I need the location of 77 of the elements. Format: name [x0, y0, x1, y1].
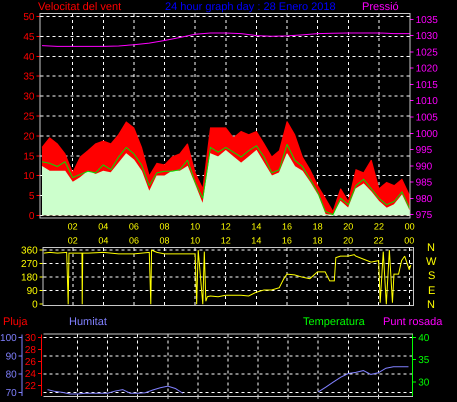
x-tick-label: 22	[374, 235, 384, 246]
x-tick-label: 04	[98, 235, 108, 246]
x-tick-label: 22	[374, 221, 384, 232]
x-tick-label: 20	[343, 235, 354, 246]
y-tick-label: 20	[23, 131, 35, 142]
text: Pluja	[3, 316, 28, 328]
y2-tick-label: 1035	[416, 14, 438, 26]
y2-tick-label: 1015	[416, 80, 438, 91]
x-tick-label: 14	[251, 235, 262, 246]
x-tick-label: 08	[160, 221, 170, 232]
text: S	[428, 270, 436, 282]
y-tick-label: 70	[6, 388, 18, 399]
x-tick-label: 12	[220, 235, 231, 246]
text: E	[428, 285, 436, 297]
x-tick-label: 02	[68, 221, 78, 232]
y2-tick-label: 980	[416, 194, 433, 205]
y2-axis-title: Pressió	[362, 1, 399, 13]
y2-tick-label: 975	[416, 210, 433, 222]
text: W	[426, 256, 437, 268]
y-tick-label: 40	[23, 52, 35, 63]
x-tick-label: 18	[312, 221, 323, 232]
y-tick-label: 5	[28, 191, 35, 202]
y-tick-label: 0	[28, 210, 35, 222]
y-tick-label: 30	[23, 92, 35, 103]
text: N	[427, 299, 435, 311]
y-tick-label: 15	[23, 151, 35, 162]
y-tick-label: 50	[23, 12, 35, 24]
y-tick-label: 180	[21, 272, 38, 284]
y-tick-label: 10	[23, 171, 35, 182]
x-tick-label: 00	[404, 221, 415, 232]
x-tick-label: 06	[128, 221, 139, 232]
x-tick-label: 10	[190, 221, 200, 232]
y3-tick-label: 40	[418, 332, 430, 344]
y-tick-label: 35	[23, 72, 35, 83]
y-tick-label: 90	[6, 351, 18, 362]
x-tick-label: 12	[220, 221, 231, 232]
y-tick-label: 0	[32, 300, 38, 311]
line-series	[44, 250, 412, 305]
y2-tick-label: 1005	[416, 112, 438, 124]
x-tick-label: 18	[312, 235, 322, 246]
y2-tick-label: 1025	[416, 47, 438, 58]
y-tick-label: 90	[26, 286, 38, 298]
x-tick-label: 10	[190, 235, 200, 246]
x-tick-label: 16	[282, 221, 292, 232]
y-tick-label: 360	[21, 246, 38, 257]
y3-tick-label: 30	[418, 377, 430, 388]
y3-tick-label: 35	[418, 355, 430, 366]
y-tick-label: 270	[21, 259, 38, 270]
text: N	[427, 242, 435, 254]
y-axis-title: Velocitat del vent	[38, 1, 122, 13]
text: Punt rosada	[383, 316, 444, 328]
x-tick-label: 02	[68, 235, 78, 246]
y-tick-label: 80	[6, 370, 18, 381]
y2-tick-label: 26	[24, 356, 36, 368]
y2-tick-label: 990	[416, 161, 433, 172]
y2-tick-label: 22	[24, 380, 36, 392]
x-tick-label: 04	[98, 221, 108, 232]
y-tick-label: 25	[23, 111, 35, 122]
y-tick-label: 100	[0, 332, 18, 344]
y2-tick-label: 24	[24, 368, 36, 380]
y2-tick-label: 1010	[416, 96, 438, 108]
x-tick-label: 20	[343, 221, 354, 232]
y-tick-label: 45	[23, 32, 35, 43]
y2-tick-label: 28	[24, 344, 36, 356]
y2-tick-label: 995	[416, 145, 433, 156]
x-tick-label: 16	[282, 235, 292, 246]
x-tick-label: 08	[160, 235, 170, 246]
y2-tick-label: 1000	[416, 128, 438, 140]
text: Humitat	[69, 316, 107, 328]
x-tick-label: 14	[251, 221, 262, 232]
x-tick-label: 06	[128, 235, 139, 246]
y2-tick-label: 985	[416, 178, 433, 189]
y3-axis-title: Temperatura	[303, 316, 366, 328]
x-tick-label: 00	[404, 235, 414, 246]
chart-title: 24 hour graph day : 28 Enero 2018	[165, 1, 336, 13]
y2-tick-label: 1030	[416, 31, 438, 42]
y2-tick-label: 1020	[416, 64, 438, 75]
